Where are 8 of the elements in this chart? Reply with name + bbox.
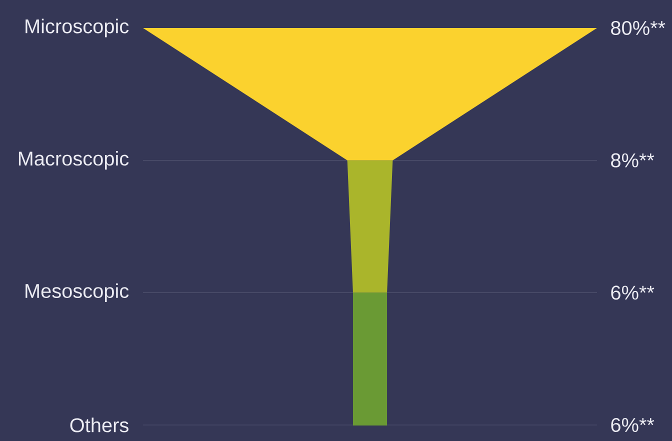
category-label: Microscopic <box>26 18 129 38</box>
data-label: 6%** <box>611 418 654 432</box>
data-label: 80%** <box>611 20 666 36</box>
category-label: Mesoscopic <box>26 283 129 302</box>
data-label: 6%** <box>611 286 654 300</box>
category-label: Macroscopic <box>18 151 129 170</box>
category-label: Others <box>70 418 128 432</box>
data-label: 8%** <box>611 153 654 168</box>
